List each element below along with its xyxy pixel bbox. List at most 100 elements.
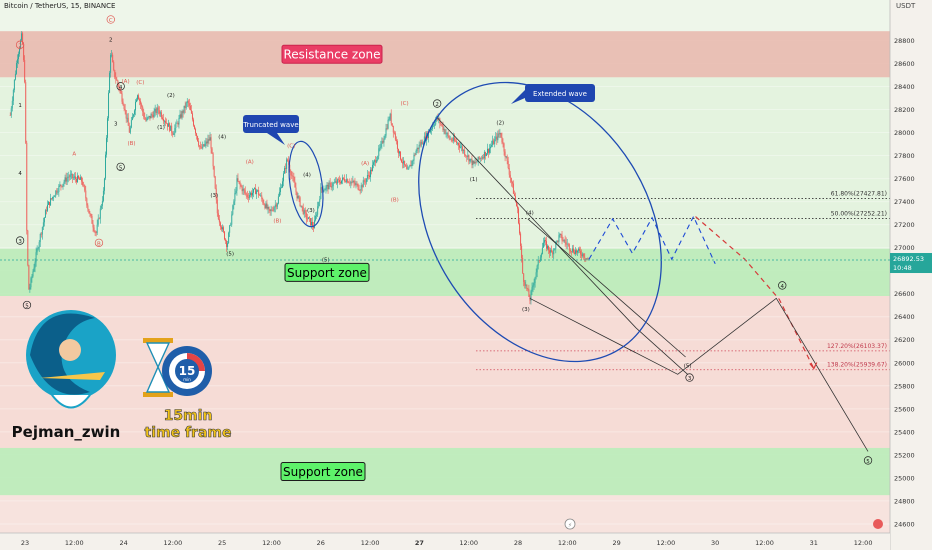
candle-body [501,137,503,143]
callout-pointer [267,133,285,145]
candle-body [289,164,291,171]
candle-body [548,245,550,251]
candle-body [554,248,556,250]
price-tick-label: 27000 [894,244,915,252]
candle-body [502,142,504,144]
candle-body [557,240,559,242]
candle-body [146,117,148,121]
candle-body [9,115,11,116]
candle-body [537,260,539,266]
candle-body [384,135,386,140]
candle-body [547,245,548,249]
candle-body [386,128,388,129]
candle-body [366,175,368,179]
candle-body [31,276,33,279]
candle-body [506,156,508,161]
candle-body [197,136,199,142]
candle-body [522,257,524,274]
candle-body [28,265,30,290]
candle-body [168,123,170,127]
candle-body [352,180,354,182]
candle-body [562,240,564,242]
candle-body [291,175,293,177]
candle-body [130,120,132,128]
candle-body [210,137,212,149]
candle-body [546,241,547,249]
candle-body [205,141,207,144]
candle-body [253,188,254,193]
candle-body [256,190,258,195]
candle-body [274,204,276,208]
candle-body [430,129,431,133]
candle-body [135,101,136,111]
candle-body [355,183,357,185]
wave-label-ring [94,238,104,247]
candle-body [110,55,112,73]
candle-body [370,169,371,178]
candle-body [123,105,125,109]
candle-body [449,138,451,140]
candle-body [193,119,194,126]
candle-body [413,154,415,161]
candle-body [552,252,554,255]
candle-body [58,185,60,192]
projection-arrowhead [809,362,818,370]
candle-body [137,95,139,100]
candle-body [272,210,274,211]
candle-body [112,54,114,63]
candle-body [287,159,289,161]
candle-body [219,222,221,227]
candle-body [19,48,20,54]
candle-body [535,272,537,278]
candle-body [290,170,292,176]
candle-body [438,118,440,120]
candle-body [249,192,251,196]
candle-body [580,251,582,255]
candle-body [143,111,145,118]
price-tick-label: 25200 [894,451,915,459]
candle-body [499,132,501,135]
candle-body [409,164,411,168]
candle-body [559,233,561,236]
candle-body [397,148,399,154]
candle-body [228,232,230,244]
candle-body [184,105,186,109]
candle-body [476,161,478,163]
candle-body [433,125,435,127]
candle-body [141,104,143,107]
candle-body [400,151,401,160]
candle-body [309,218,311,226]
wave-label: A [72,152,76,158]
wave-label: 5 [119,165,123,171]
candle-body [293,176,295,182]
candle-body [231,214,233,225]
candle-body [145,119,147,121]
candle-body [303,210,305,215]
candle-body [122,101,124,106]
candle-body [233,201,235,206]
candle-body [340,182,341,184]
candle-body [469,158,471,162]
candle-body [181,111,183,118]
projection-solid-gray [527,218,686,358]
candle-body [404,160,406,166]
time-tick-label: 12:00 [164,539,183,547]
candle-body [311,221,312,226]
candle-body [302,206,304,215]
wave-label: (5) [684,363,692,369]
candle-body [423,136,425,144]
callout-box [525,84,595,102]
wave-label: 2 [18,43,22,49]
candle-body [408,167,410,170]
candle-body [584,257,586,259]
candle-body [26,142,28,231]
fib-label: 138.20%(25939.67) [827,362,887,369]
candle-body [49,201,51,206]
candle-body [61,185,63,187]
candle-body [582,253,584,257]
candle-body [276,203,278,207]
candle-body [385,128,387,136]
wave-label-ring [863,456,873,465]
candle-body [299,197,301,207]
